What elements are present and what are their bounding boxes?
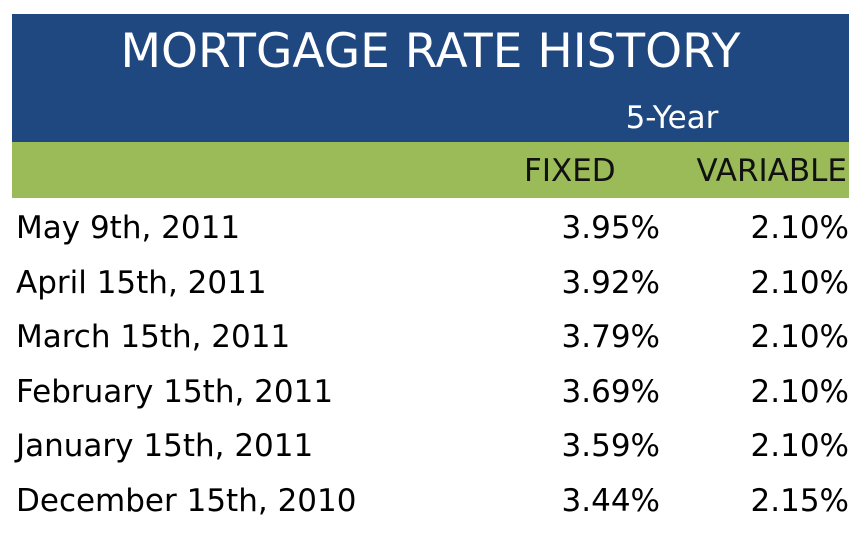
table-title: MORTGAGE RATE HISTORY: [120, 24, 741, 79]
variable-rate-cell: 2.10%: [750, 428, 849, 464]
variable-rate-cell: 2.10%: [750, 373, 849, 410]
date-cell: January 15th, 2011: [16, 428, 314, 464]
table-row: April 15th, 2011 3.92% 2.10%: [12, 253, 849, 308]
table-row: January 15th, 2011 3.59% 2.10%: [12, 416, 849, 471]
mortgage-rate-table: MORTGAGE RATE HISTORY 5-Year FIXED VARIA…: [12, 14, 849, 525]
date-cell: March 15th, 2011: [16, 319, 291, 355]
table-row: March 15th, 2011 3.79% 2.10%: [12, 307, 849, 362]
variable-rate-cell: 2.10%: [750, 210, 849, 246]
fixed-rate-cell: 3.59%: [561, 428, 660, 464]
date-cell: December 15th, 2010: [16, 482, 357, 519]
fixed-rate-cell: 3.92%: [561, 264, 660, 301]
variable-rate-cell: 2.15%: [750, 482, 849, 519]
term-label: 5-Year: [625, 100, 719, 136]
table-row: May 9th, 2011 3.95% 2.10%: [12, 198, 849, 253]
variable-rate-cell: 2.10%: [750, 264, 849, 301]
column-header-band: FIXED VARIABLE: [12, 142, 849, 198]
fixed-rate-cell: 3.69%: [561, 373, 660, 410]
date-cell: May 9th, 2011: [16, 210, 241, 246]
variable-rate-cell: 2.10%: [750, 319, 849, 355]
fixed-rate-cell: 3.79%: [561, 319, 660, 355]
table-row: February 15th, 2011 3.69% 2.10%: [12, 362, 849, 417]
title-band: MORTGAGE RATE HISTORY 5-Year: [12, 14, 849, 142]
date-cell: April 15th, 2011: [16, 264, 267, 301]
date-cell: February 15th, 2011: [16, 373, 334, 410]
table-body: May 9th, 2011 3.95% 2.10% April 15th, 20…: [12, 198, 849, 525]
table-row: December 15th, 2010 3.44% 2.15%: [12, 471, 849, 526]
variable-column-header: VARIABLE: [696, 153, 847, 189]
fixed-rate-cell: 3.95%: [561, 210, 660, 246]
fixed-rate-cell: 3.44%: [561, 482, 660, 519]
fixed-column-header: FIXED: [524, 153, 616, 189]
